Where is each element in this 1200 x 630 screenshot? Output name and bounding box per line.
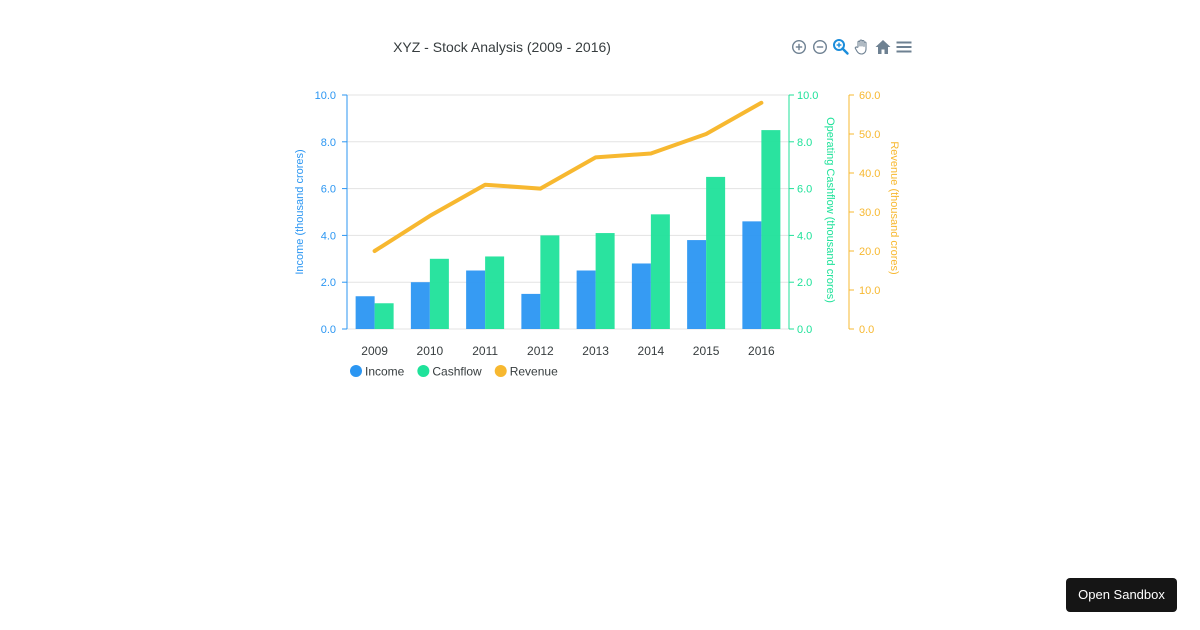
left-axis-tick-label: 8.0 <box>321 137 336 149</box>
left-axis-tick-label: 10.0 <box>315 90 336 102</box>
chart-title: XYZ - Stock Analysis (2009 - 2016) <box>393 39 611 55</box>
bar-income <box>521 293 541 329</box>
bar-income <box>576 270 596 329</box>
bar-cashflow <box>485 256 505 329</box>
legend-marker-cashflow <box>417 365 430 377</box>
left-axis-tick-label: 0.0 <box>321 324 336 336</box>
bar-income <box>742 221 762 329</box>
zoom-out-icon[interactable] <box>811 38 829 56</box>
right-axis-2-tick-label: 10.0 <box>859 285 880 297</box>
pan-hand-icon[interactable] <box>853 38 871 56</box>
zoom-select-icon[interactable] <box>832 38 850 56</box>
bar-cashflow <box>374 303 394 329</box>
right-axis-1-tick-label: 2.0 <box>797 277 812 289</box>
bar-income <box>687 240 707 329</box>
legend-label-revenue: Revenue <box>510 365 558 379</box>
right-axis-1-tick-label: 0.0 <box>797 324 812 336</box>
x-axis-tick-label: 2011 <box>472 344 498 358</box>
right-axis-2-tick-label: 0.0 <box>859 324 874 336</box>
legend-label-cashflow: Cashflow <box>432 365 482 379</box>
right-axis-1-tick-label: 10.0 <box>797 90 818 102</box>
right-axis-2-tick-label: 30.0 <box>859 207 880 219</box>
legend-label-income: Income <box>365 365 405 379</box>
bar-income <box>355 296 375 329</box>
right-axis-2-tick-label: 20.0 <box>859 246 880 258</box>
zoom-in-icon[interactable] <box>790 38 808 56</box>
left-axis-tick-label: 4.0 <box>321 230 336 242</box>
home-reset-icon[interactable] <box>874 38 892 56</box>
left-axis-tick-label: 6.0 <box>321 184 336 196</box>
bar-cashflow <box>595 233 615 329</box>
legend-marker-income <box>350 365 362 377</box>
legend-marker-revenue <box>494 365 507 377</box>
bar-cashflow <box>650 214 670 329</box>
bar-cashflow <box>761 130 781 329</box>
right-axis-2-title: Revenue (thousand crores) <box>888 141 900 274</box>
bar-cashflow <box>706 176 726 329</box>
right-axis-1-tick-label: 6.0 <box>797 184 812 196</box>
chart-toolbar <box>790 37 913 57</box>
bar-income <box>631 263 651 329</box>
bar-cashflow <box>540 235 560 329</box>
left-axis-title: Income (thousand crores) <box>294 149 306 274</box>
right-axis-1-tick-label: 4.0 <box>797 230 812 242</box>
bar-income <box>410 282 430 329</box>
menu-icon[interactable] <box>895 38 913 56</box>
line-revenue <box>372 100 764 253</box>
x-axis-tick-label: 2013 <box>582 344 609 358</box>
x-axis-tick-label: 2010 <box>417 344 444 358</box>
x-axis-tick-label: 2009 <box>361 344 388 358</box>
right-axis-2-tick-label: 40.0 <box>859 168 880 180</box>
x-axis-tick-label: 2016 <box>748 344 775 358</box>
bar-income <box>466 270 486 329</box>
right-axis-2-tick-label: 60.0 <box>859 90 880 102</box>
right-axis-1-tick-label: 8.0 <box>797 137 812 149</box>
left-axis-tick-label: 2.0 <box>321 277 336 289</box>
x-axis-tick-label: 2015 <box>693 344 720 358</box>
x-axis-tick-label: 2014 <box>638 344 665 358</box>
right-axis-1-title: Operating Cashflow (thousand crores) <box>824 117 836 303</box>
open-sandbox-button[interactable]: Open Sandbox <box>1066 578 1177 612</box>
right-axis-2-tick-label: 50.0 <box>859 129 880 141</box>
x-axis-tick-label: 2012 <box>527 344 554 358</box>
bar-cashflow <box>429 258 449 329</box>
